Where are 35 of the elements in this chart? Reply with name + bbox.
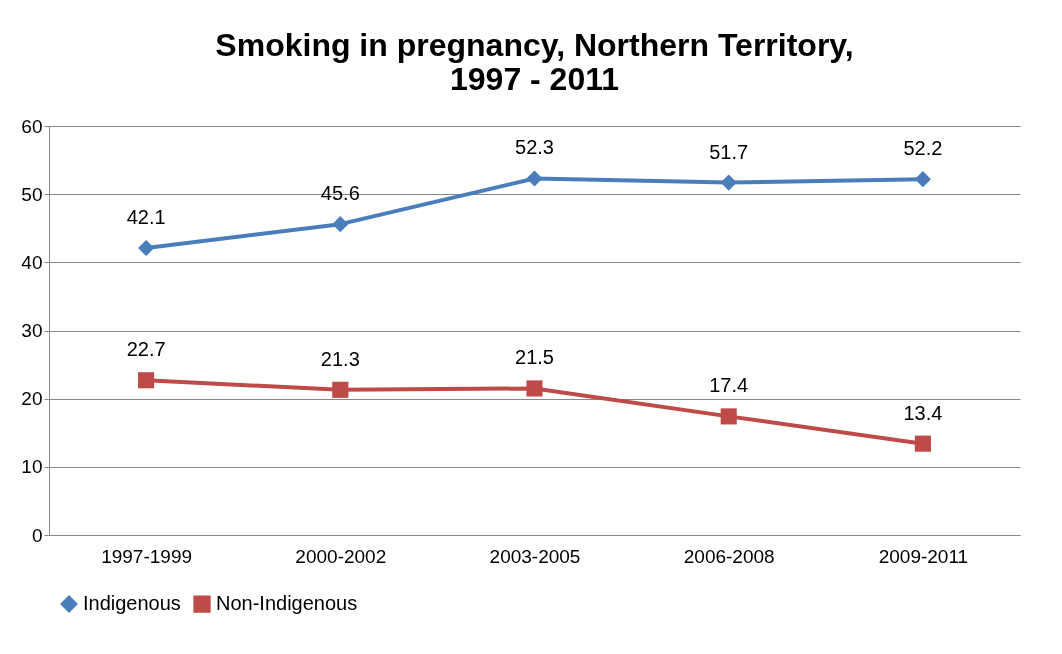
point	[138, 372, 155, 389]
x-tick-label: 1997-1999	[101, 545, 193, 567]
point	[526, 170, 543, 187]
y-tick-label: 0	[31, 524, 43, 546]
point	[526, 380, 543, 397]
point	[720, 408, 737, 425]
point	[332, 216, 349, 233]
x-tick-label: 2006-2008	[683, 545, 775, 567]
data-label: 21.5	[515, 346, 554, 369]
x-tick-label: 2003-2005	[489, 545, 581, 567]
y-tick-label: 10	[21, 456, 43, 478]
point	[332, 381, 349, 398]
legend-label: Indigenous	[83, 592, 181, 615]
x-tick-label: 2009-2011	[878, 545, 969, 567]
point	[914, 171, 931, 188]
data-label: 45.6	[320, 182, 360, 205]
x-tick-label: 2000-2002	[295, 545, 387, 567]
data-label: 52.2	[903, 137, 943, 160]
data-label: 52.3	[515, 136, 554, 159]
y-tick-label: 30	[21, 320, 43, 341]
data-label: 13.4	[903, 401, 943, 424]
data-label: 22.7	[126, 338, 166, 361]
data-label: 42.1	[126, 206, 166, 229]
point	[720, 174, 737, 191]
point	[138, 239, 155, 257]
y-tick-label: 60	[21, 115, 43, 137]
chart-title: Smoking in pregnancy, Northern Territory, 1997 - 2011	[215, 27, 854, 97]
point	[914, 435, 931, 452]
data-label: 21.3	[320, 347, 360, 370]
y-tick-label: 20	[21, 388, 43, 410]
y-tick-label: 50	[21, 183, 43, 205]
data-label: 51.7	[709, 140, 749, 163]
data-label: 17.4	[709, 374, 749, 397]
y-tick-label: 40	[21, 251, 43, 273]
legend-label: Non-Indigenous	[216, 592, 358, 615]
